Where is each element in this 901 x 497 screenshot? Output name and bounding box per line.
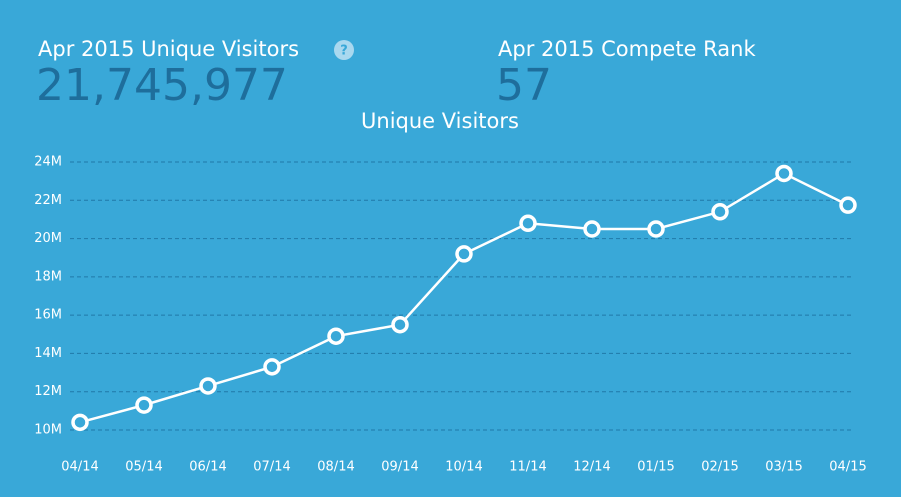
stat-label: Apr 2015 Compete Rank — [498, 37, 756, 61]
y-tick-label: 20M — [34, 231, 62, 246]
stat-value: 57 — [496, 60, 552, 111]
point — [135, 396, 153, 414]
x-tick-label: 10/14 — [445, 460, 482, 475]
point — [519, 214, 537, 233]
y-tick-label: 14M — [34, 346, 62, 361]
x-tick-label: 05/14 — [125, 460, 162, 475]
x-tick-label: 02/15 — [701, 460, 738, 475]
chart-title: Unique Visitors — [361, 109, 519, 133]
stat-value: 21,745,977 — [36, 60, 288, 111]
stat-label: Apr 2015 Unique Visitors — [38, 37, 299, 61]
x-tick-label: 03/15 — [765, 460, 802, 475]
point — [839, 196, 857, 214]
point — [775, 164, 793, 183]
help-icon[interactable] — [334, 40, 354, 60]
x-tick-label: 12/14 — [573, 460, 610, 475]
y-tick-label: 10M — [34, 423, 62, 438]
point — [455, 245, 473, 263]
point — [391, 315, 409, 334]
x-tick-label: 04/14 — [61, 460, 98, 475]
x-tick-label: 08/14 — [317, 460, 354, 475]
y-tick-label: 16M — [34, 308, 62, 323]
y-tick-label: 12M — [34, 384, 62, 399]
point — [199, 377, 217, 395]
x-tick-label: 11/14 — [509, 460, 546, 475]
y-tick-label: 22M — [34, 193, 62, 208]
x-tick-label: 06/14 — [189, 460, 226, 475]
point — [647, 220, 665, 238]
y-tick-label: 18M — [34, 269, 62, 284]
x-tick-label: 09/14 — [381, 460, 418, 475]
x-tick-label: 01/15 — [637, 460, 674, 475]
point — [583, 220, 601, 238]
point — [711, 203, 729, 221]
point — [71, 413, 89, 432]
help-icon-glyph[interactable]: ? — [340, 44, 348, 59]
x-tick-label: 07/14 — [253, 460, 290, 475]
point — [327, 327, 345, 345]
x-tick-label: 04/15 — [829, 460, 866, 475]
point — [263, 358, 281, 376]
y-tick-label: 24M — [34, 155, 62, 170]
